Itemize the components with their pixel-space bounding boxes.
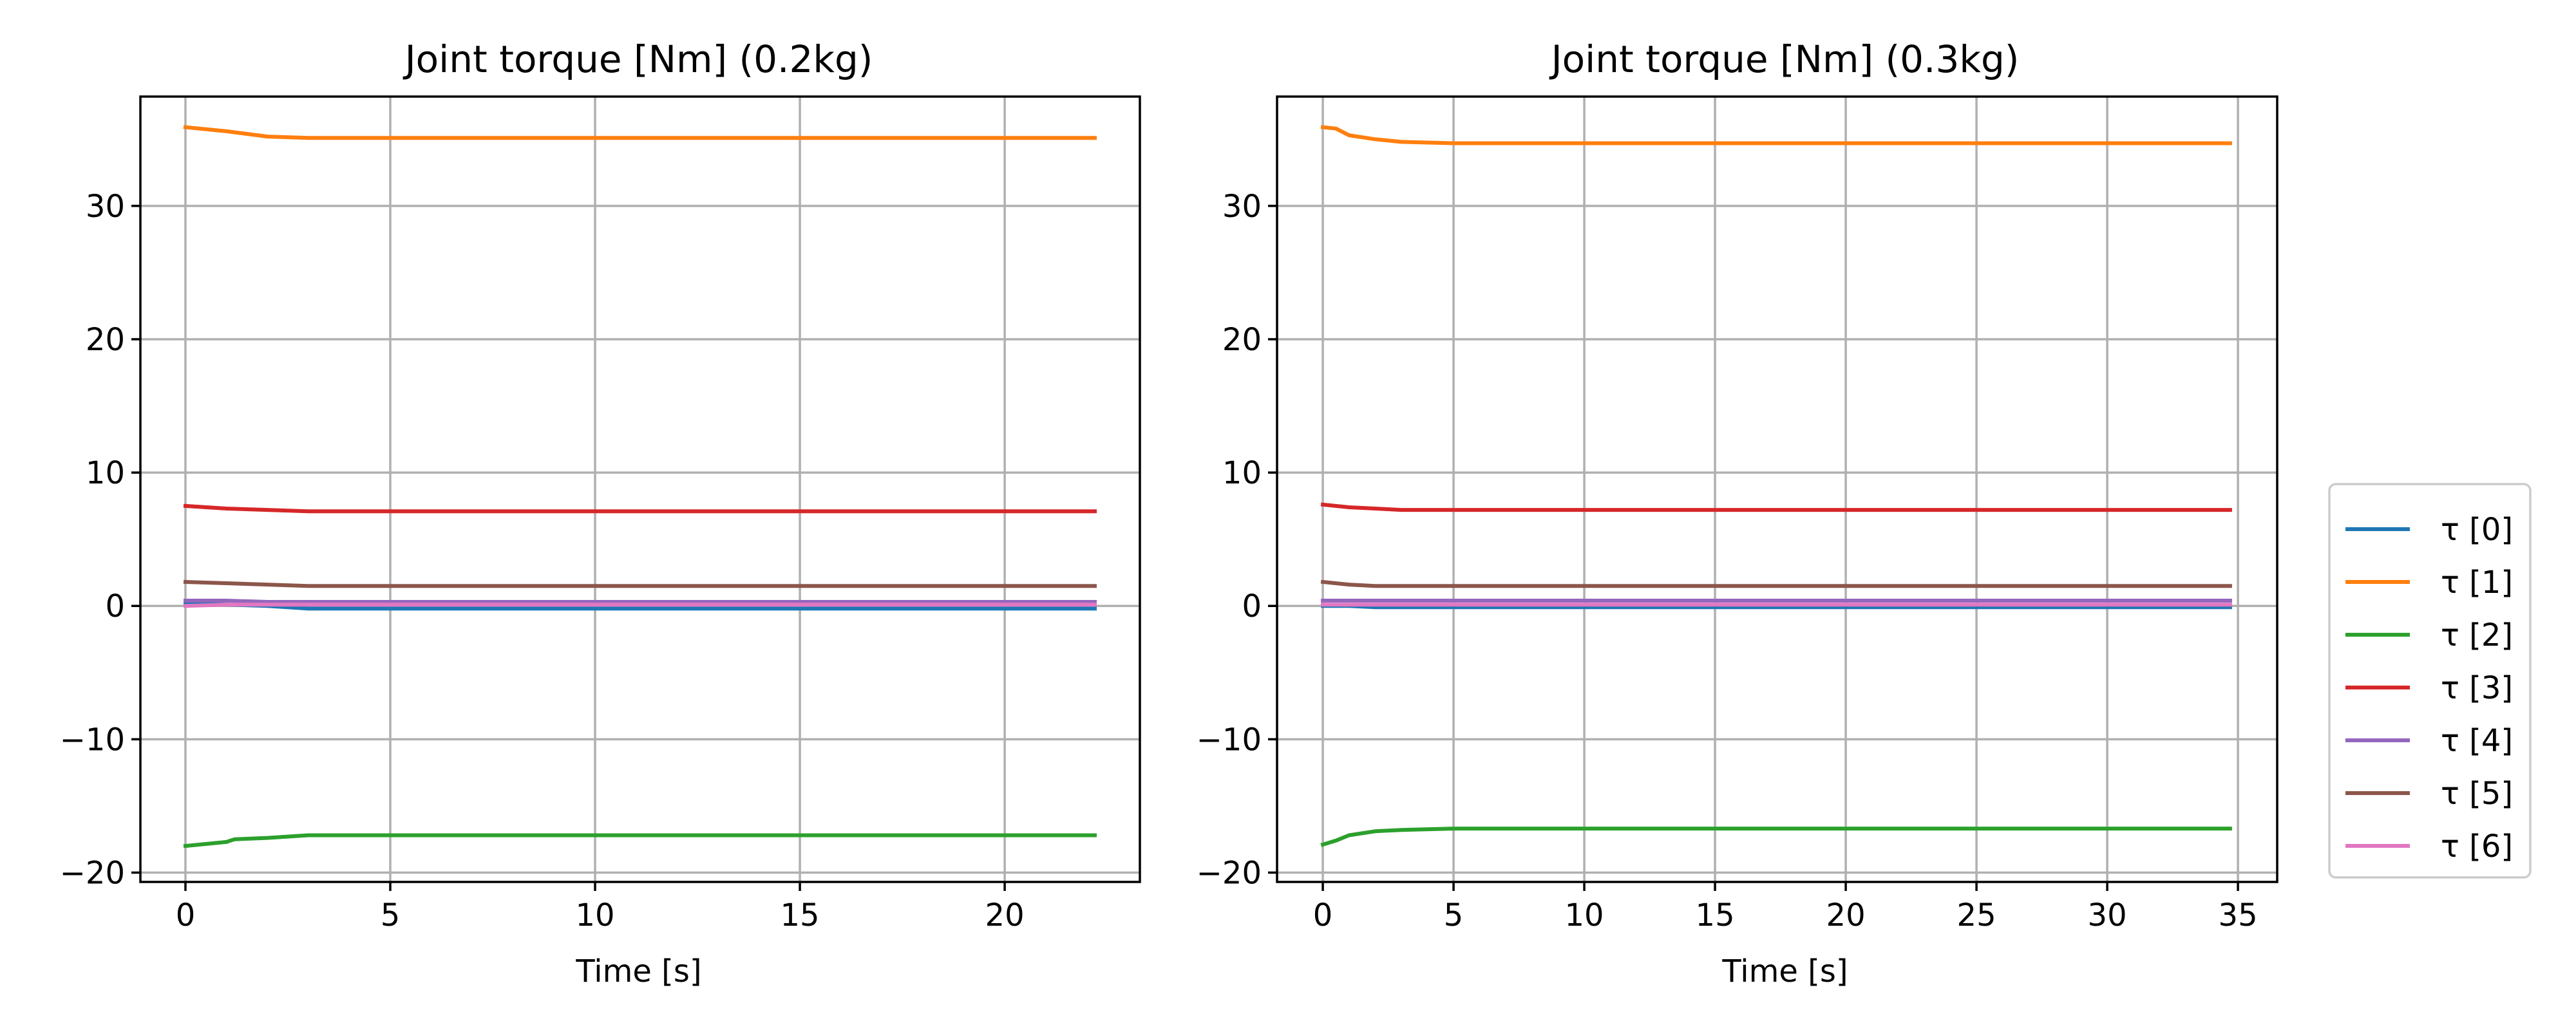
x-tick-label: 25 [1957, 897, 1996, 933]
legend-item: τ [6] [2345, 829, 2513, 865]
axes-frame [1276, 95, 2278, 883]
x-tick-label: 0 [1313, 897, 1333, 933]
x-axis-label-right: Time [s] [1721, 953, 1848, 989]
legend-label: τ [5] [2441, 776, 2513, 812]
x-axis-label-left: Time [s] [575, 953, 701, 989]
series-line-2 [1320, 827, 2232, 847]
y-tick-label: −20 [1197, 856, 1262, 892]
legend: τ [0] τ [1] τ [2] τ [3] τ [4] τ [5] τ [6] [2328, 483, 2532, 879]
x-tick-label: 15 [781, 897, 820, 933]
y-tick-label: 20 [1222, 322, 1262, 358]
legend-item: τ [0] [2345, 512, 2513, 548]
legend-label: τ [2] [2441, 617, 2513, 653]
x-tick-label: 10 [575, 897, 614, 933]
x-tick-label: 15 [1696, 897, 1735, 933]
x-tick-label: 5 [1444, 897, 1464, 933]
legend-label: τ [1] [2441, 565, 2513, 601]
series-line-1 [1320, 125, 2232, 145]
series-line-4 [184, 599, 1097, 604]
legend-label: τ [3] [2441, 670, 2513, 706]
series-line-1 [183, 125, 1097, 140]
legend-item: τ [5] [2345, 776, 2513, 812]
x-tick-label: 10 [1565, 897, 1604, 933]
y-tick-label: 30 [1222, 189, 1262, 225]
legend-item: τ [4] [2345, 723, 2513, 759]
series-line-5 [183, 579, 1097, 588]
legend-item: τ [2] [2345, 617, 2513, 653]
series-line-3 [183, 503, 1097, 514]
y-tick-label: 20 [86, 322, 125, 358]
x-tick-label: 35 [2219, 897, 2258, 933]
legend-label: τ [0] [2441, 512, 2513, 548]
series-line-3 [1320, 502, 2232, 512]
chart-title-right: Joint torque [Nm] (0.3kg) [1549, 37, 2020, 81]
chart-panel-right: Joint torque [Nm] (0.3kg) Time [s] 0 5 10 1… [1197, 37, 2278, 989]
series-line-2 [183, 833, 1097, 848]
y-tick-label: 10 [1222, 455, 1262, 491]
x-tick-label: 20 [985, 897, 1025, 933]
legend-label: τ [4] [2441, 723, 2513, 759]
legend-item: τ [3] [2345, 670, 2513, 706]
y-tick-label: −10 [60, 722, 125, 758]
y-tick-label: 0 [105, 588, 125, 624]
x-tick-label: 0 [176, 897, 196, 933]
y-tick-label: 0 [1242, 588, 1262, 624]
legend-item: τ [1] [2345, 565, 2513, 601]
y-tick-label: 30 [86, 189, 125, 225]
series-line-5 [1320, 579, 2232, 588]
axes-frame [139, 95, 1141, 883]
legend-label: τ [6] [2441, 829, 2513, 865]
x-tick-label: 20 [1826, 897, 1866, 933]
chart-title-left: Joint torque [Nm] (0.2kg) [403, 37, 873, 81]
series-line-6 [183, 603, 1097, 608]
x-tick-label: 5 [381, 897, 401, 933]
y-tick-label: −20 [60, 856, 125, 892]
y-tick-label: 10 [86, 455, 125, 491]
y-tick-label: −10 [1197, 722, 1262, 758]
chart-panel-left: Joint torque [Nm] (0.2kg) Time [s] 0 5 10 1… [60, 37, 1141, 989]
x-tick-label: 30 [2088, 897, 2127, 933]
